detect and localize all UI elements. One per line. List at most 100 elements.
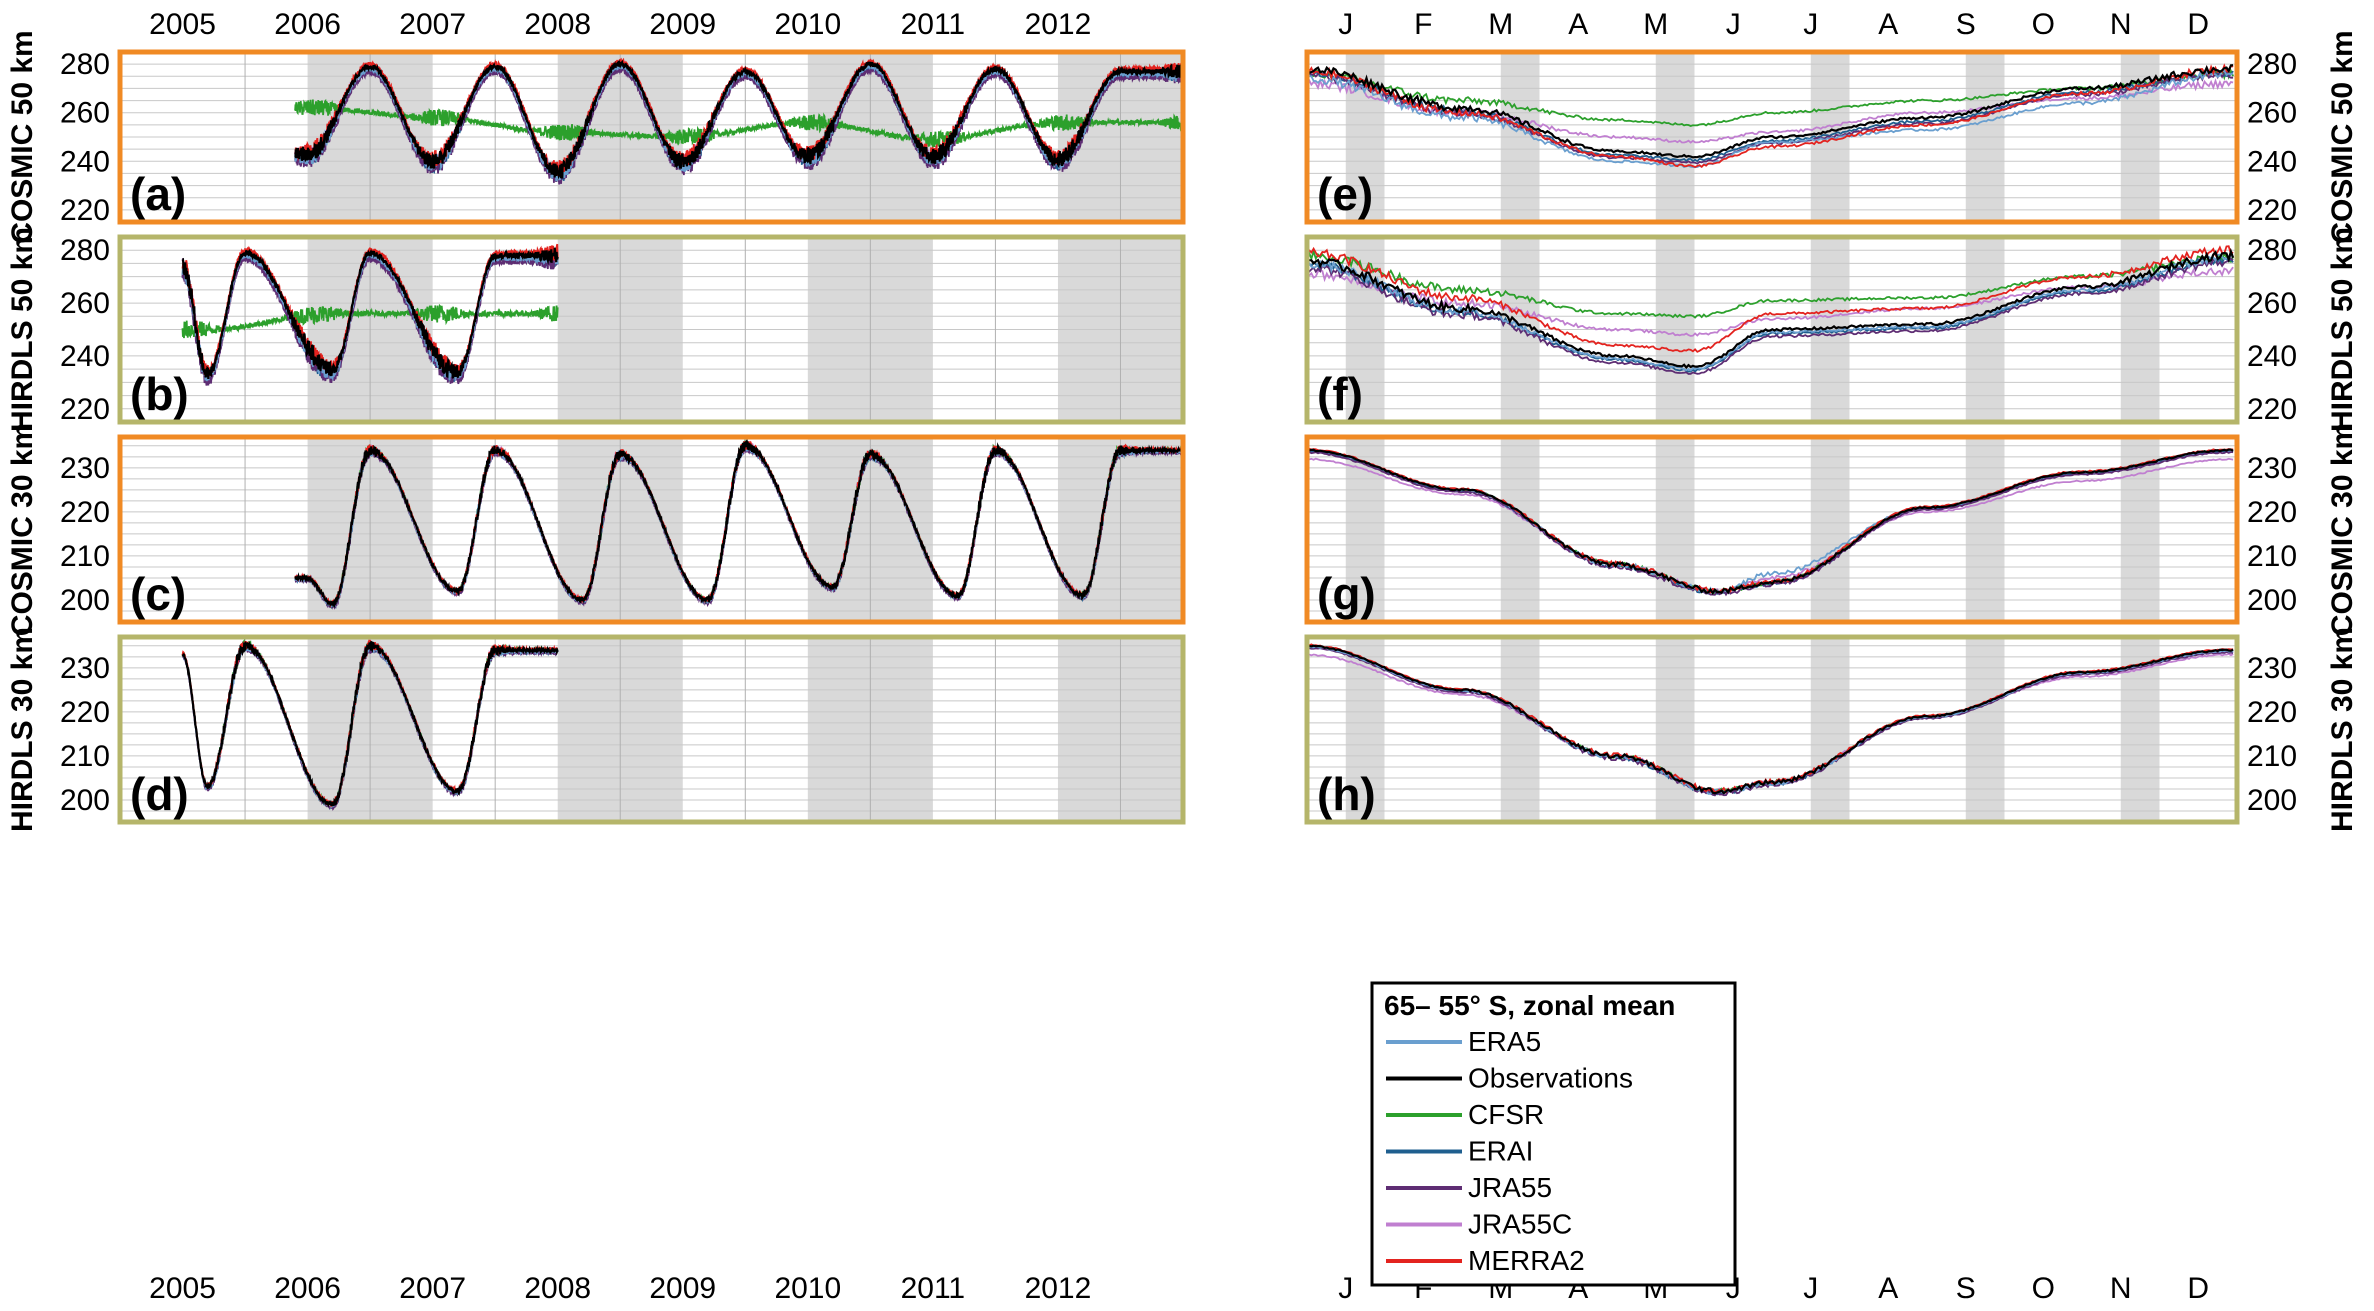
series-line-era5 <box>1307 645 2234 795</box>
series-line-cfsr <box>294 98 1184 150</box>
x-tick-label-bottom: 2011 <box>901 1272 966 1305</box>
month-label-top: J <box>1338 8 1353 41</box>
series-line-jra55c <box>1306 652 2234 795</box>
month-label-bottom: N <box>2110 1272 2132 1305</box>
x-tick-label-top: 2006 <box>274 8 341 41</box>
y-tick-label: 230 <box>2247 452 2297 485</box>
x-tick-label-top: 2005 <box>149 8 216 41</box>
month-label-top: M <box>1488 8 1513 41</box>
panel-a <box>117 49 1186 225</box>
series-line-observations <box>1306 64 2234 159</box>
panel-label: (e) <box>1317 168 1373 220</box>
x-tick-label-bottom: 2010 <box>774 1272 841 1305</box>
x-tick-label-bottom: 2008 <box>524 1272 591 1305</box>
y-axis-label: HIRDLS 30 km <box>2326 627 2359 832</box>
month-label-bottom: J <box>1803 1272 1818 1305</box>
series-line-observations <box>1306 644 2234 795</box>
y-axis-label: COSMIC 50 km <box>2326 30 2359 243</box>
x-tick-label-bottom: 2009 <box>649 1272 716 1305</box>
month-label-top: F <box>1414 8 1432 41</box>
shade-band <box>1500 437 1540 622</box>
legend-entry: ERAI <box>1468 1136 1533 1167</box>
legend-entry: JRA55 <box>1468 1172 1552 1203</box>
y-tick-label: 280 <box>2247 234 2297 267</box>
panel-label: (b) <box>130 368 189 420</box>
y-tick-label: 220 <box>60 194 110 227</box>
month-label-bottom: A <box>1878 1272 1898 1305</box>
panel-frame <box>1304 634 2240 825</box>
y-tick-label: 210 <box>60 740 110 773</box>
month-label-bottom: D <box>2187 1272 2209 1305</box>
x-tick-label-top: 2012 <box>1025 8 1092 41</box>
y-tick-label: 220 <box>2247 194 2297 227</box>
y-tick-label: 240 <box>60 340 110 373</box>
y-tick-label: 240 <box>60 145 110 178</box>
shade-band <box>1810 437 1850 622</box>
y-tick-label: 220 <box>2247 696 2297 729</box>
shade-band <box>1965 637 2005 822</box>
legend-box <box>1370 981 1737 1287</box>
y-tick-label: 230 <box>2247 652 2297 685</box>
panel-frame <box>1304 434 2240 625</box>
y-tick-label: 210 <box>60 540 110 573</box>
x-tick-label-bottom: 2005 <box>149 1272 216 1305</box>
series-line-cfsr <box>1306 248 2234 319</box>
y-axis-label: HIRDLS 50 km <box>6 227 39 432</box>
month-label-top: M <box>1643 8 1668 41</box>
panel-b <box>117 234 1186 425</box>
panel-label: (g) <box>1317 568 1376 620</box>
panel-e <box>1304 49 2240 225</box>
panel-frame <box>117 634 1186 825</box>
shade-band <box>1655 437 1695 622</box>
x-tick-label-bottom: 2006 <box>274 1272 341 1305</box>
panel-label: (c) <box>130 568 186 620</box>
month-label-top: S <box>1956 8 1976 41</box>
y-tick-label: 280 <box>60 234 110 267</box>
month-label-top: D <box>2187 8 2209 41</box>
series-line-observations <box>181 247 559 380</box>
month-label-top: J <box>1726 8 1741 41</box>
y-tick-label: 200 <box>60 784 110 817</box>
x-tick-label-top: 2007 <box>399 8 466 41</box>
panel-frame <box>1304 49 2240 225</box>
month-label-bottom: J <box>1338 1272 1353 1305</box>
panel-g <box>1304 434 2240 625</box>
y-tick-label: 260 <box>60 287 110 320</box>
y-tick-label: 280 <box>2247 48 2297 81</box>
y-tick-label: 200 <box>2247 784 2297 817</box>
y-axis-label: HIRDLS 30 km <box>6 627 39 832</box>
month-label-bottom: O <box>2032 1272 2055 1305</box>
y-tick-label: 200 <box>2247 584 2297 617</box>
shade-band <box>1965 437 2005 622</box>
y-tick-label: 220 <box>2247 393 2297 426</box>
series-line-observations <box>294 438 1185 609</box>
series-line-cfsr <box>181 303 559 339</box>
series-line-jra55 <box>1306 257 2234 375</box>
y-tick-label: 240 <box>2247 340 2297 373</box>
y-axis-label: COSMIC 30 km <box>2326 423 2359 636</box>
series-line-cfsr <box>1306 67 2234 127</box>
legend-entry: MERRA2 <box>1468 1245 1585 1276</box>
panel-label: (f) <box>1317 368 1363 420</box>
y-tick-label: 220 <box>60 496 110 529</box>
y-tick-label: 220 <box>60 696 110 729</box>
series-line-erai <box>1306 256 2234 373</box>
month-label-top: A <box>1878 8 1898 41</box>
month-label-bottom: S <box>1956 1272 1976 1305</box>
series-line-jra55 <box>181 255 559 386</box>
panel-d <box>117 634 1186 825</box>
legend-entry: CFSR <box>1468 1099 1544 1130</box>
shade-band <box>1655 637 1695 822</box>
series-line-erai <box>1306 645 2234 796</box>
y-tick-label: 240 <box>2247 145 2297 178</box>
x-tick-label-bottom: 2007 <box>399 1272 466 1305</box>
series-line-jra55 <box>1306 450 2234 597</box>
y-tick-label: 220 <box>60 393 110 426</box>
series-line-observations <box>1306 448 2234 595</box>
panel-f <box>1304 234 2240 425</box>
y-tick-label: 230 <box>60 652 110 685</box>
y-tick-label: 260 <box>60 97 110 130</box>
series-line-observations <box>294 59 1185 180</box>
month-label-top: J <box>1803 8 1818 41</box>
